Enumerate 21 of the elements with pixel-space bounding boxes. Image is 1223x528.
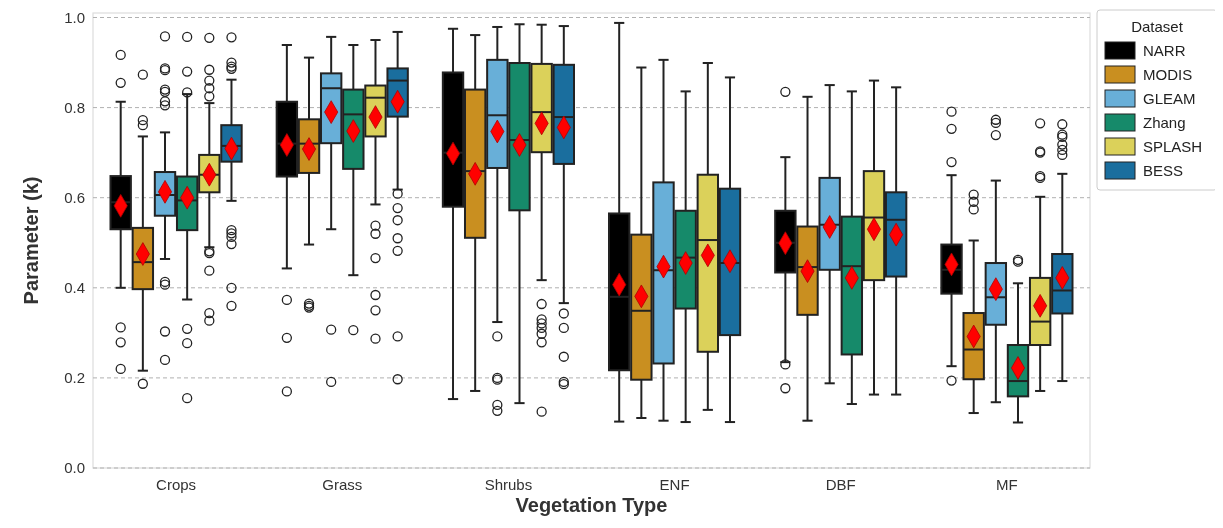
x-tick-label: DBF [825,476,856,493]
y-tick-label: 0.0 [64,459,85,477]
x-tick-label: Shrubs [484,476,533,493]
y-tick-label: 0.6 [64,188,85,206]
x-tick-label: ENF [659,476,690,493]
y-tick-label: 0.2 [64,369,85,387]
legend-label: MODIS [1143,66,1193,84]
y-tick-label: 1.0 [64,8,85,26]
y-axis-title: Parameter (k) [20,176,42,305]
legend-label: SPLASH [1143,138,1203,156]
legend-label: GLEAM [1143,90,1196,108]
legend-title: Dataset [1131,18,1184,35]
legend-label: NARR [1143,42,1186,60]
x-axis-title: Vegetation Type [515,494,668,516]
x-tick-label: MF [996,476,1018,493]
y-tick-label: 0.4 [64,279,85,297]
legend-label: Zhang [1143,114,1186,132]
y-tick-label: 0.8 [64,98,85,116]
legend-label: BESS [1143,162,1184,180]
x-tick-label: Crops [156,476,197,493]
x-tick-label: Grass [322,476,363,493]
